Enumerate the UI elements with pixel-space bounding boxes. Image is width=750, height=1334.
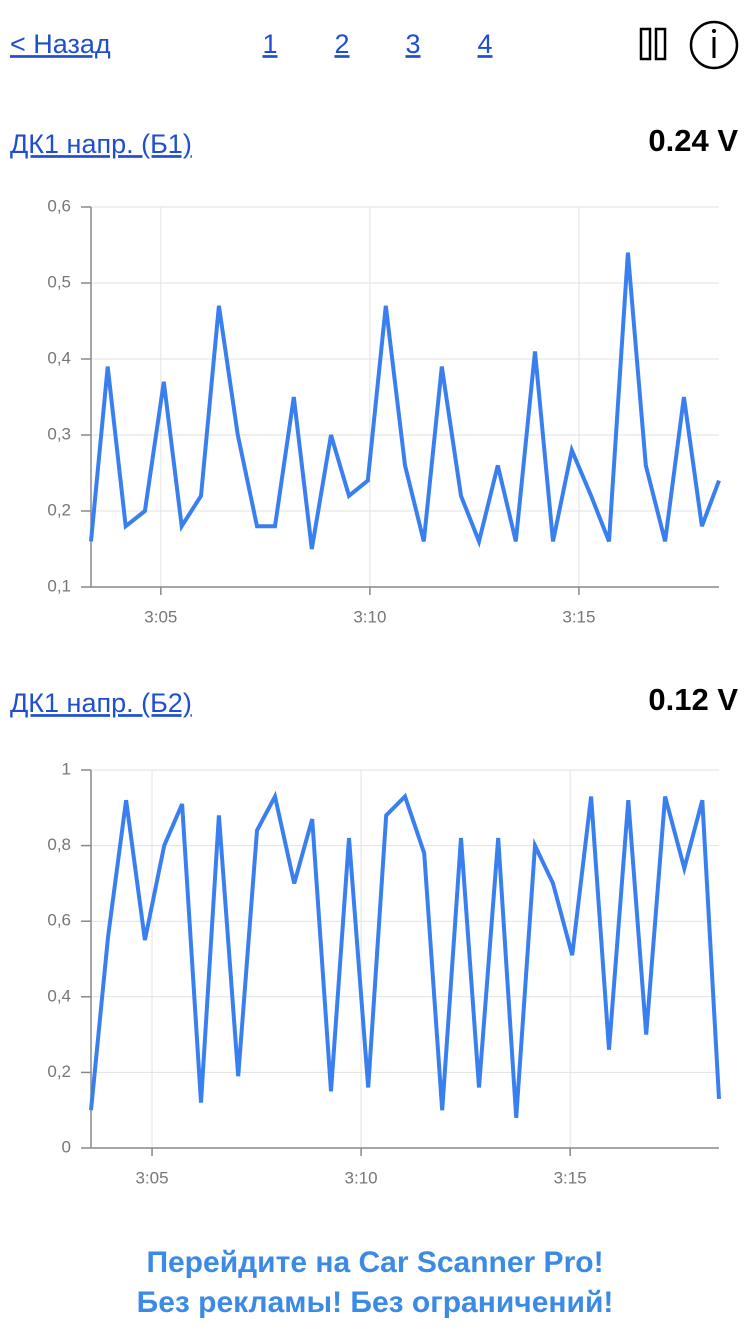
info-button[interactable] xyxy=(689,20,739,70)
sensor-title[interactable]: ДК1 напр. (Б2) xyxy=(10,688,192,718)
promo-text[interactable]: Перейдите на Car Scanner Pro! xyxy=(146,1246,603,1279)
sensor-reading: 0.24 V xyxy=(648,123,738,158)
y-tick-label: 0,6 xyxy=(47,911,71,930)
back-link[interactable]: < Назад xyxy=(10,29,111,59)
sensor-title[interactable]: ДК1 напр. (Б1) xyxy=(10,129,192,159)
promo-text[interactable]: Без рекламы! Без ограничений! xyxy=(137,1286,614,1319)
page-link[interactable]: 4 xyxy=(477,29,492,59)
y-tick-label: 0,8 xyxy=(47,835,71,854)
y-tick-label: 0,6 xyxy=(47,196,71,215)
pause-button[interactable] xyxy=(639,27,667,61)
x-tick-label: 3:05 xyxy=(135,1168,168,1187)
y-tick-label: 0,4 xyxy=(47,986,71,1005)
x-tick-label: 3:10 xyxy=(345,1168,378,1187)
y-tick-label: 0,1 xyxy=(47,576,71,595)
x-tick-label: 3:05 xyxy=(144,607,177,626)
y-tick-label: 0 xyxy=(62,1137,71,1156)
y-tick-label: 0,3 xyxy=(47,424,71,443)
x-tick-label: 3:15 xyxy=(554,1168,587,1187)
page-link[interactable]: 3 xyxy=(405,29,420,59)
x-tick-label: 3:10 xyxy=(353,607,386,626)
data-line xyxy=(89,790,721,1118)
sensor-reading: 0.12 V xyxy=(648,682,738,717)
x-tick-label: 3:15 xyxy=(562,607,595,626)
y-tick-label: 0,4 xyxy=(47,348,71,367)
data-line xyxy=(89,252,721,550)
y-tick-label: 0,2 xyxy=(47,500,71,519)
y-tick-label: 1 xyxy=(62,759,71,778)
y-tick-label: 0,2 xyxy=(47,1062,71,1081)
page-link[interactable]: 1 xyxy=(262,29,277,59)
page-link[interactable]: 2 xyxy=(334,29,349,59)
y-tick-label: 0,5 xyxy=(47,272,71,291)
